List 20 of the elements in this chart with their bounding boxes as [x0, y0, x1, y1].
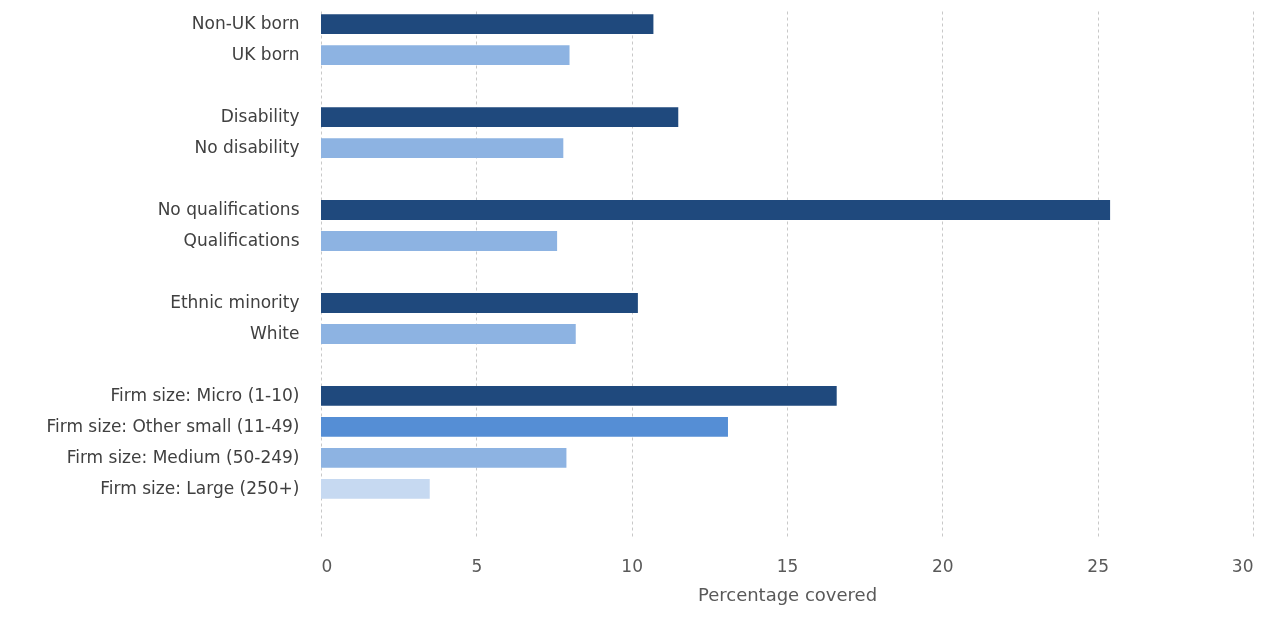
y-tick-label: White — [250, 322, 300, 343]
x-tick-label: 10 — [621, 555, 643, 576]
y-tick-label: Disability — [220, 106, 300, 127]
x-tick-label: 15 — [776, 555, 799, 576]
x-tick-label: 5 — [471, 555, 483, 576]
y-tick-label: Ethnic minority — [170, 291, 300, 312]
y-tick-label: No qualifications — [157, 199, 300, 220]
x-tick-label: 0 — [321, 555, 333, 576]
y-tick-label: Non-UK born — [191, 13, 300, 34]
x-tick-label: 25 — [1087, 555, 1109, 576]
y-tick-label: Firm size: Other small (11-49) — [46, 415, 300, 436]
y-tick-label: Qualifications — [183, 230, 300, 251]
y-tick-label: UK born — [231, 44, 300, 65]
x-tick-label: 30 — [1231, 555, 1254, 576]
y-tick-label: Firm size: Micro (1-10) — [110, 384, 300, 405]
y-tick-label: Firm size: Large (250+) — [100, 477, 300, 498]
x-tick-label: 20 — [932, 555, 954, 576]
y-tick-label: No disability — [194, 137, 300, 158]
x-axis-title: Percentage covered — [697, 583, 878, 605]
y-tick-label: Firm size: Medium (50-249) — [66, 446, 300, 467]
